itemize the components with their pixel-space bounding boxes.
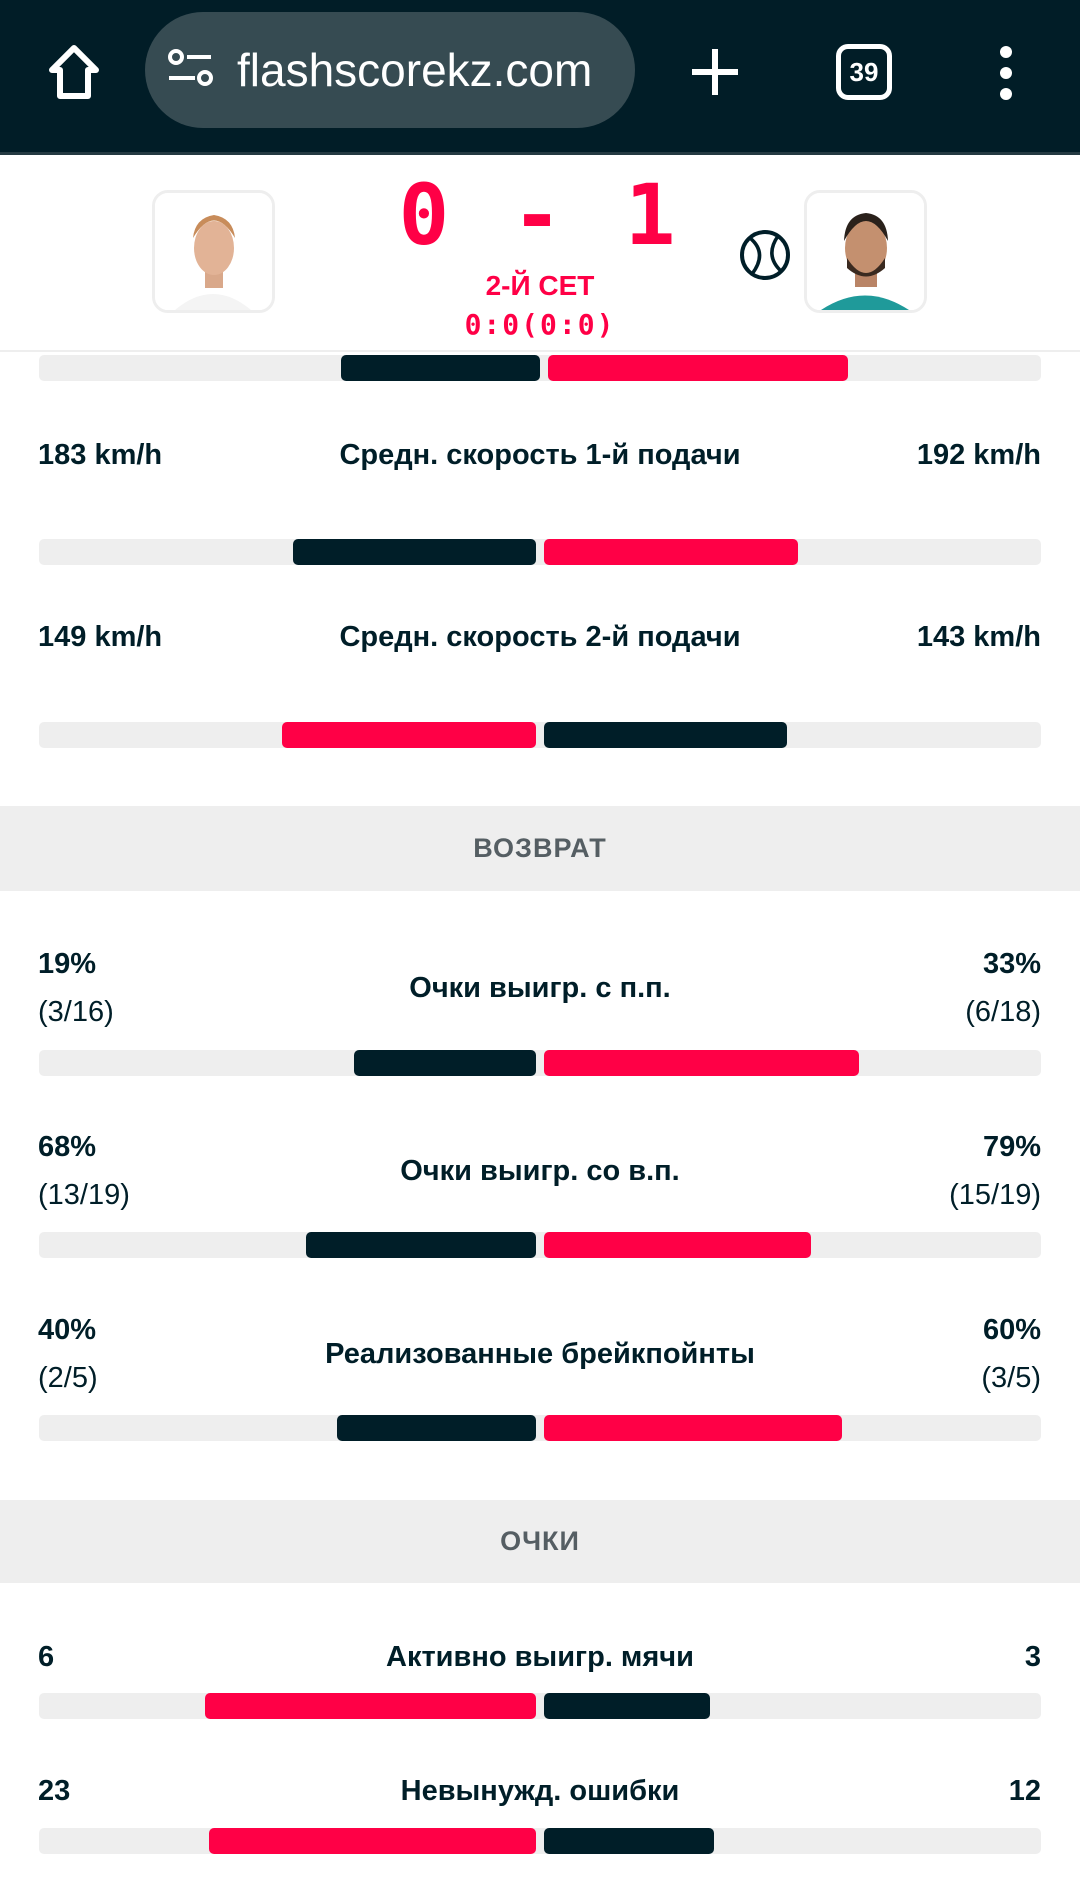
url-text[interactable]: flashscorekz.com	[237, 44, 593, 96]
right-value-text: 12	[1008, 1775, 1041, 1807]
site-settings-icon[interactable]	[167, 48, 215, 93]
left-fill	[354, 1050, 536, 1076]
left-value: 183 km/h	[38, 431, 162, 479]
tab-count: 39	[849, 57, 879, 87]
right-fill	[544, 1232, 812, 1258]
tab-switcher-icon[interactable]: 39	[836, 44, 892, 100]
game-score: 0:0(0:0)	[464, 308, 616, 341]
right-fraction: (6/18)	[965, 996, 1041, 1028]
left-fraction: (3/16)	[38, 996, 114, 1028]
stat-label: Очки выигр. со в.п.	[400, 1155, 680, 1187]
right-fraction: (15/19)	[949, 1179, 1041, 1211]
left-value: 40% (2/5)	[38, 1306, 98, 1402]
right-fill	[544, 1828, 715, 1854]
stat-bar	[39, 1693, 1041, 1719]
left-fill	[337, 1415, 536, 1441]
stat-label: Средн. скорость 2-й подачи	[339, 621, 741, 653]
stat-bar-partial	[39, 355, 1041, 381]
right-value: 33% (6/18)	[965, 940, 1041, 1036]
url-bar[interactable]: flashscorekz.com	[145, 12, 635, 128]
stat-bar	[39, 1828, 1041, 1854]
stat-bar	[39, 1232, 1041, 1258]
left-value-text: 149 km/h	[38, 621, 163, 653]
right-value: 60% (3/5)	[981, 1306, 1041, 1402]
right-fill	[544, 539, 799, 565]
stat-bar	[39, 1415, 1041, 1441]
left-fill	[306, 1232, 536, 1258]
stat-label: Средн. скорость 1-й подачи	[339, 439, 741, 471]
menu-icon[interactable]	[998, 46, 1014, 105]
right-fraction: (3/5)	[981, 1362, 1041, 1394]
left-value-text: 68%	[38, 1131, 97, 1163]
right-fill	[544, 1693, 710, 1719]
left-fraction: (2/5)	[38, 1362, 98, 1394]
left-fraction: (13/19)	[38, 1179, 130, 1211]
left-value: 23	[38, 1767, 70, 1815]
right-value-text: 33%	[982, 948, 1041, 980]
match-header: 0 - 1 2-Й СЕТ 0:0(0:0)	[0, 158, 1080, 352]
stat-label: Реализованные брейкпойнты	[325, 1338, 755, 1370]
player-right-avatar[interactable]	[804, 190, 927, 313]
right-value-text: 3	[1024, 1641, 1041, 1673]
left-value: 6	[38, 1633, 54, 1681]
right-value-text: 192 km/h	[916, 439, 1041, 471]
right-fill	[544, 1415, 843, 1441]
right-value: 143 km/h	[917, 613, 1041, 661]
right-fill	[544, 1050, 860, 1076]
right-value: 192 km/h	[917, 431, 1041, 479]
left-fill	[341, 355, 540, 381]
stat-label: Активно выигр. мячи	[386, 1641, 694, 1673]
left-value-text: 23	[38, 1775, 71, 1807]
stat-label: Очки выигр. с п.п.	[409, 972, 671, 1004]
left-value: 68% (13/19)	[38, 1123, 130, 1219]
right-value-text: 143 km/h	[916, 621, 1041, 653]
right-fill	[544, 722, 788, 748]
stat-label: Невынужд. ошибки	[400, 1775, 680, 1807]
left-value: 19% (3/16)	[38, 940, 114, 1036]
left-fill	[204, 1693, 536, 1719]
left-fill	[209, 1828, 536, 1854]
new-tab-icon[interactable]	[690, 47, 740, 102]
browser-toolbar: flashscorekz.com 39	[0, 0, 1080, 155]
right-value: 12	[1009, 1767, 1041, 1815]
stat-bar	[39, 1050, 1041, 1076]
home-icon[interactable]	[46, 42, 102, 107]
right-value: 3	[1025, 1633, 1041, 1681]
right-value-text: 79%	[982, 1131, 1041, 1163]
match-period: 2-Й СЕТ	[485, 270, 595, 301]
section-header: ОЧКИ	[0, 1500, 1080, 1583]
left-value-text: 183 km/h	[38, 439, 163, 471]
section-header: ВОЗВРАТ	[0, 806, 1080, 891]
left-value-text: 6	[38, 1641, 55, 1673]
left-value-text: 19%	[38, 948, 97, 980]
stat-bar	[39, 722, 1041, 748]
right-value-text: 60%	[982, 1314, 1041, 1346]
stat-bar	[39, 539, 1041, 565]
left-value: 149 km/h	[38, 613, 162, 661]
tennis-ball-icon	[738, 228, 792, 287]
left-fill	[282, 722, 536, 748]
match-score: 0 - 1	[398, 166, 682, 264]
left-value-text: 40%	[38, 1314, 97, 1346]
right-value: 79% (15/19)	[949, 1123, 1041, 1219]
left-fill	[293, 539, 536, 565]
right-fill	[548, 355, 848, 381]
player-left-avatar[interactable]	[152, 190, 275, 313]
